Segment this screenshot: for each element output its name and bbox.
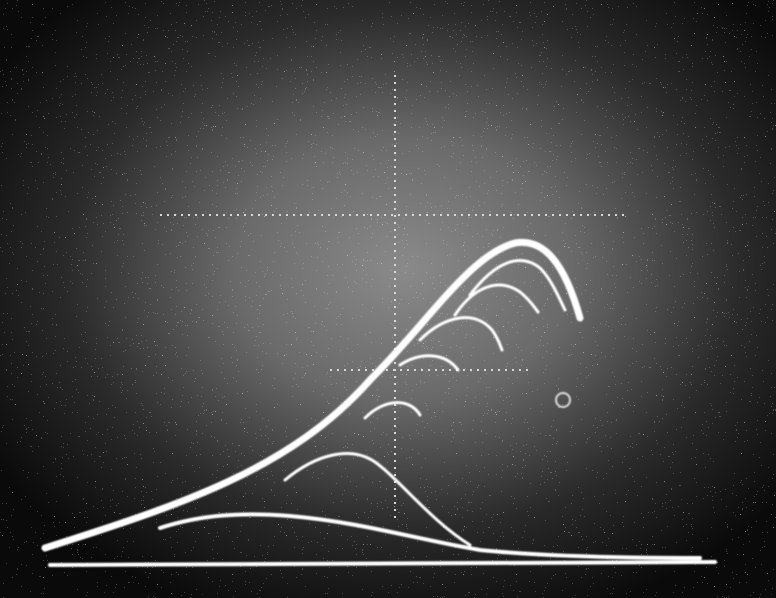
body <box>0 0 776 598</box>
page: Oscilloscope trace {} html, body { margi… <box>0 0 776 598</box>
film-grain <box>0 0 776 598</box>
scope-photo <box>0 0 776 598</box>
